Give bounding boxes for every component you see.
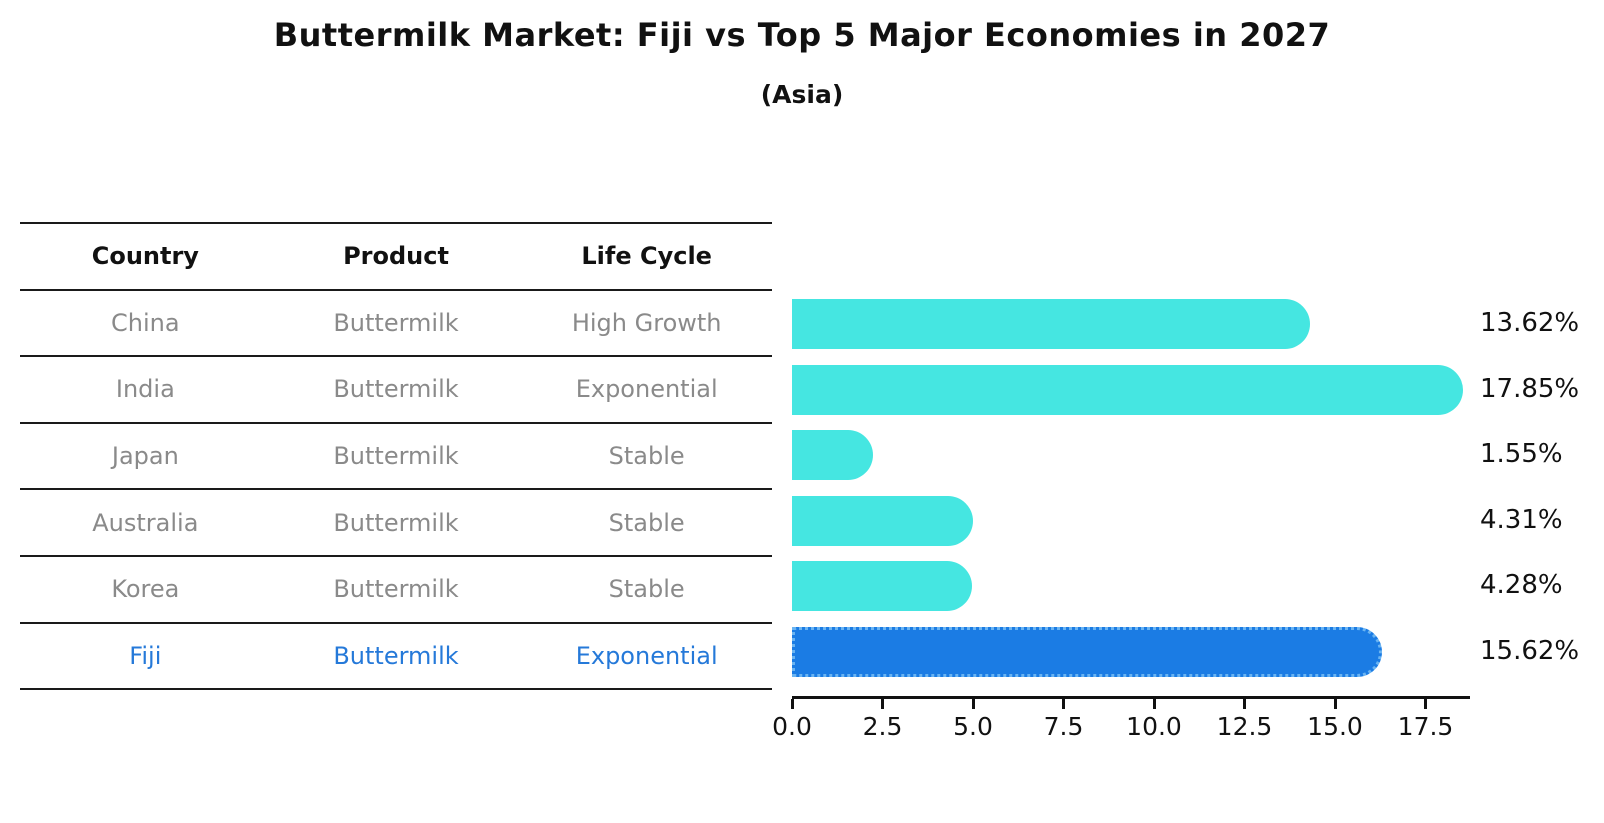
x-tick [1062,699,1065,709]
x-tick-label: 5.0 [953,712,993,741]
x-tick [1243,699,1246,709]
table-header-cell: Life Cycle [581,242,712,271]
bar-korea [792,561,972,612]
x-tick [971,699,975,709]
x-tick-label: 15.0 [1307,712,1363,741]
chart-title: Buttermilk Market: Fiji vs Top 5 Major E… [273,16,1331,54]
value-label: 15.62% [1480,636,1580,666]
table-cell-life-cycle: Stable [608,575,685,604]
x-tick-label: 2.5 [862,712,903,741]
chart-subtitle: (Asia) [760,80,844,109]
table-cell-country: China [111,308,180,337]
table-cell-country: Japan [111,442,179,471]
table-cell-product: Buttermilk [333,442,459,471]
table-cell-product: Buttermilk [333,575,459,604]
value-label: 4.28% [1480,570,1563,601]
x-tick [881,699,884,709]
value-label: 1.55% [1480,439,1563,470]
table-cell-product: Buttermilk [333,641,459,670]
value-label: 4.31% [1480,504,1563,535]
table-cell-country: Fiji [129,641,162,670]
table-header-cell: Country [91,242,199,271]
x-tick [1152,699,1156,709]
table-cell-life-cycle: Exponential [575,641,718,670]
table-cell-product: Buttermilk [333,308,459,337]
bar-australia [792,495,974,546]
table-header-row: Country Product Life Cycle [20,224,772,291]
x-tick-label: 0.0 [772,712,812,741]
table-row-china: China Buttermilk High Growth [20,291,772,358]
x-tick-label: 10.0 [1126,712,1182,741]
x-axis-line [792,696,1470,699]
x-tick-label: 12.5 [1216,712,1273,741]
table-cell-product: Buttermilk [333,508,459,537]
table-cell-life-cycle: Stable [608,508,685,537]
value-label: 17.85% [1480,373,1580,404]
table-cell-life-cycle: Exponential [575,375,718,404]
table-row-australia: Australia Buttermilk Stable [20,490,772,557]
x-tick [790,699,794,709]
table-cell-product: Buttermilk [333,375,459,404]
bar-japan [792,430,874,481]
country-table: Country Product Life Cycle China Buttermilk… [20,222,772,691]
value-label: 13.62% [1480,308,1580,338]
table-cell-life-cycle: High Growth [571,308,722,337]
table-cell-country: India [115,375,175,404]
bar-fiji [792,627,1383,677]
table-row-japan: Japan Buttermilk Stable [20,424,772,491]
table-cell-life-cycle: Stable [608,442,685,471]
x-tick [1333,699,1337,709]
table-cell-country: Korea [111,575,180,604]
table-header-cell: Product [343,242,449,271]
x-tick-label: 7.5 [1043,712,1084,741]
x-tick [1424,699,1427,709]
table-row-fiji: Fiji Buttermilk Exponential [20,624,772,689]
table-row-korea: Korea Buttermilk Stable [20,557,772,624]
x-tick-label: 17.5 [1397,712,1454,741]
bar-china [792,299,1311,349]
table-cell-country: Australia [92,508,199,537]
bar-india [792,364,1464,415]
table-row-india: India Buttermilk Exponential [20,357,772,424]
